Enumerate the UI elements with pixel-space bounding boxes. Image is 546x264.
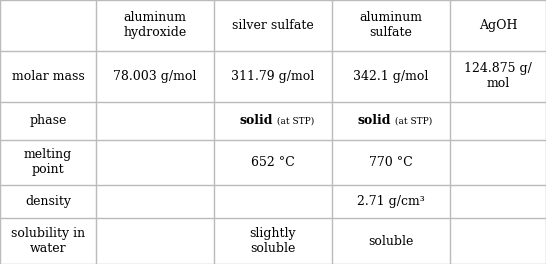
Text: 770 °C: 770 °C [369, 156, 413, 169]
Text: solubility in
water: solubility in water [11, 227, 85, 255]
Text: phase: phase [29, 114, 67, 127]
Text: 78.003 g/mol: 78.003 g/mol [114, 70, 197, 83]
Text: molar mass: molar mass [11, 70, 85, 83]
Text: 2.71 g/cm³: 2.71 g/cm³ [357, 195, 425, 208]
Text: slightly
soluble: slightly soluble [250, 227, 296, 255]
Text: soluble: soluble [368, 235, 413, 248]
Text: solid: solid [240, 114, 273, 127]
Text: melting
point: melting point [24, 148, 72, 176]
Text: solid: solid [358, 114, 391, 127]
Text: (at STP): (at STP) [392, 116, 432, 125]
Text: aluminum
sulfate: aluminum sulfate [359, 11, 423, 39]
Text: AgOH: AgOH [479, 19, 517, 32]
Text: 652 °C: 652 °C [251, 156, 295, 169]
Text: 124.875 g/
mol: 124.875 g/ mol [464, 62, 532, 90]
Text: (at STP): (at STP) [274, 116, 314, 125]
Text: aluminum
hydroxide: aluminum hydroxide [123, 11, 187, 39]
Text: 311.79 g/mol: 311.79 g/mol [232, 70, 314, 83]
Text: density: density [25, 195, 71, 208]
Text: 342.1 g/mol: 342.1 g/mol [353, 70, 429, 83]
Text: silver sulfate: silver sulfate [232, 19, 314, 32]
